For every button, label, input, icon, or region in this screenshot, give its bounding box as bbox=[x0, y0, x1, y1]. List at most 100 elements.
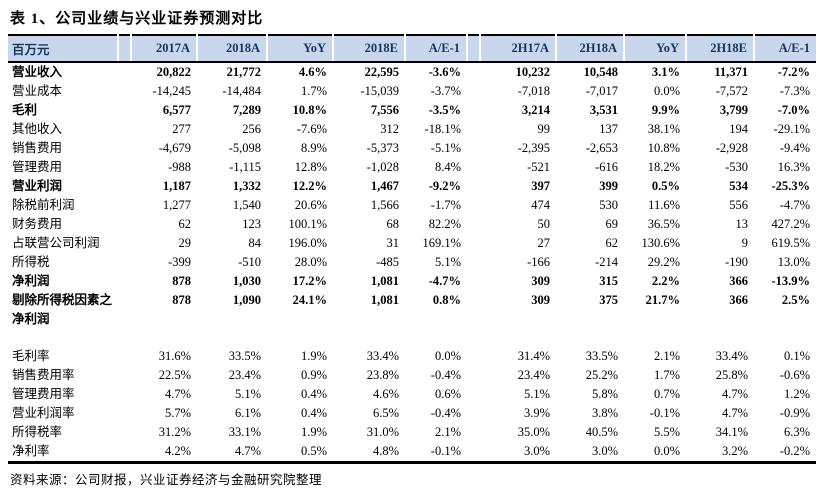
cell-value: 33.1% bbox=[228, 425, 261, 439]
cell-value: 366 bbox=[729, 293, 748, 307]
cell-value: 878 bbox=[172, 274, 191, 288]
column-header: 2018E bbox=[333, 35, 406, 63]
cell-value: 1,030 bbox=[232, 274, 261, 288]
cell-value: 534 bbox=[729, 179, 748, 193]
cell-spacer bbox=[467, 215, 480, 234]
cell-spacer bbox=[467, 329, 480, 347]
cell-value: 33.4% bbox=[715, 349, 748, 363]
cell-value: -0.2% bbox=[779, 444, 810, 458]
cell-value: -988 bbox=[168, 160, 191, 174]
cell-value: -5.1% bbox=[430, 141, 461, 155]
financial-comparison-table: 百万元 2017A 2018A YoY 2018E A/E-1 2H17A 2H18A YoY 2… bbox=[8, 34, 816, 464]
cell-value: 0.9% bbox=[300, 368, 327, 382]
cell-value: 23.4% bbox=[517, 368, 550, 382]
table-body: 营业收入 20,822 21,772 4.6% 22,595 -3.6% 10,232 10,… bbox=[8, 62, 816, 463]
cell-value: 22,595 bbox=[364, 65, 399, 79]
cell-spacer bbox=[118, 404, 131, 423]
cell-spacer bbox=[467, 120, 480, 139]
cell-value: 5.7% bbox=[164, 406, 191, 420]
cell-value: 474 bbox=[531, 198, 550, 212]
cell-value: 3.1% bbox=[651, 65, 680, 79]
cell-value: 24.1% bbox=[292, 293, 327, 307]
cell-value: -7,572 bbox=[715, 84, 748, 98]
cell-value: 169.1% bbox=[422, 236, 461, 250]
cell-spacer bbox=[467, 272, 480, 291]
cell-value: -190 bbox=[725, 255, 748, 269]
cell-value: 0.4% bbox=[300, 406, 327, 420]
row-label: 净利润 bbox=[12, 274, 50, 288]
row-label: 剔除所得税因素之净利润 bbox=[12, 293, 113, 326]
cell-value: 1,332 bbox=[232, 179, 261, 193]
cell-spacer bbox=[118, 347, 131, 366]
cell-value: -399 bbox=[168, 255, 191, 269]
cell-value: 1,081 bbox=[370, 293, 399, 307]
cell-spacer bbox=[467, 177, 480, 196]
cell-spacer bbox=[467, 423, 480, 442]
column-header: 2H18E bbox=[686, 35, 755, 63]
table-row: 毛利率 31.6% 33.5% 1.9% 33.4% 0.0% 31.4% 33.5% 2.1%… bbox=[8, 347, 816, 366]
cell-value bbox=[131, 329, 197, 347]
cell-value: 31.2% bbox=[158, 425, 191, 439]
cell-value: 33.5% bbox=[585, 349, 618, 363]
cell-value: -485 bbox=[376, 255, 399, 269]
cell-spacer bbox=[118, 196, 131, 215]
cell-spacer bbox=[118, 82, 131, 101]
cell-value: 2.1% bbox=[653, 349, 680, 363]
cell-value: 7,556 bbox=[370, 103, 399, 117]
column-header: A/E-1 bbox=[405, 35, 468, 63]
cell-spacer bbox=[118, 366, 131, 385]
row-label: 所得税率 bbox=[12, 425, 63, 439]
header-spacer bbox=[467, 35, 481, 63]
column-header: 2018A bbox=[197, 35, 268, 63]
cell-value: 22.5% bbox=[158, 368, 191, 382]
cell-value: 4.7% bbox=[721, 387, 748, 401]
table-row: 占联营公司利润 29 84 196.0% 31 169.1% 27 62 130.6% 9 619.… bbox=[8, 234, 816, 253]
cell-value: 1,081 bbox=[370, 274, 399, 288]
table-header-row: 百万元 2017A 2018A YoY 2018E A/E-1 2H17A 2H18A YoY 2… bbox=[8, 35, 816, 63]
cell-spacer bbox=[118, 253, 131, 272]
cell-value: -7.2% bbox=[777, 65, 810, 79]
cell-value: 1.7% bbox=[300, 84, 327, 98]
cell-value: -7,017 bbox=[585, 84, 618, 98]
cell-value: 137 bbox=[599, 122, 618, 136]
cell-value: 10,548 bbox=[583, 65, 618, 79]
cell-value: -7.0% bbox=[777, 103, 810, 117]
cell-value bbox=[624, 329, 686, 347]
table-row: 管理费用 -988 -1,115 12.8% -1,028 8.4% -521 -616 18.… bbox=[8, 158, 816, 177]
cell-spacer bbox=[467, 347, 480, 366]
row-label: 管理费用率 bbox=[12, 387, 75, 401]
cell-value: -0.6% bbox=[779, 368, 810, 382]
column-header: 2017A bbox=[131, 35, 198, 63]
cell-value bbox=[267, 329, 333, 347]
cell-value: 31.0% bbox=[366, 425, 399, 439]
column-header: YoY bbox=[267, 35, 334, 63]
cell-value: 1,540 bbox=[232, 198, 261, 212]
cell-value: -0.9% bbox=[779, 406, 810, 420]
cell-value: 11,371 bbox=[714, 65, 748, 79]
cell-value: -15,039 bbox=[360, 84, 399, 98]
cell-value: 13 bbox=[735, 217, 749, 231]
cell-value: 3.9% bbox=[523, 406, 550, 420]
cell-spacer bbox=[118, 442, 131, 463]
column-header: 2H17A bbox=[480, 35, 557, 63]
cell-value: 31.4% bbox=[517, 349, 550, 363]
cell-value: -0.1% bbox=[649, 406, 680, 420]
cell-value: -4,679 bbox=[158, 141, 191, 155]
cell-value: 6.3% bbox=[783, 425, 810, 439]
cell-value: -7.6% bbox=[296, 122, 327, 136]
cell-value: 312 bbox=[380, 122, 399, 136]
cell-value: -2,653 bbox=[585, 141, 618, 155]
cell-value: 27 bbox=[537, 236, 551, 250]
cell-value: -25.3% bbox=[771, 179, 810, 193]
table-row: 净利润 878 1,030 17.2% 1,081 -4.7% 309 315 2.2% 366 -… bbox=[8, 272, 816, 291]
table-row: 净利率 4.2% 4.7% 0.5% 4.8% -0.1% 3.0% 3.0% 0.0% 3.2%… bbox=[8, 442, 816, 463]
table-row: 除税前利润 1,277 1,540 20.6% 1,566 -1.7% 474 530 11.6… bbox=[8, 196, 816, 215]
cell-value: 0.0% bbox=[653, 84, 680, 98]
cell-value: 1,090 bbox=[232, 293, 261, 307]
cell-value: 4.2% bbox=[164, 444, 191, 458]
cell-value: 17.2% bbox=[292, 274, 327, 288]
cell-value: 62 bbox=[605, 236, 619, 250]
cell-value bbox=[197, 329, 267, 347]
cell-value: -530 bbox=[725, 160, 748, 174]
